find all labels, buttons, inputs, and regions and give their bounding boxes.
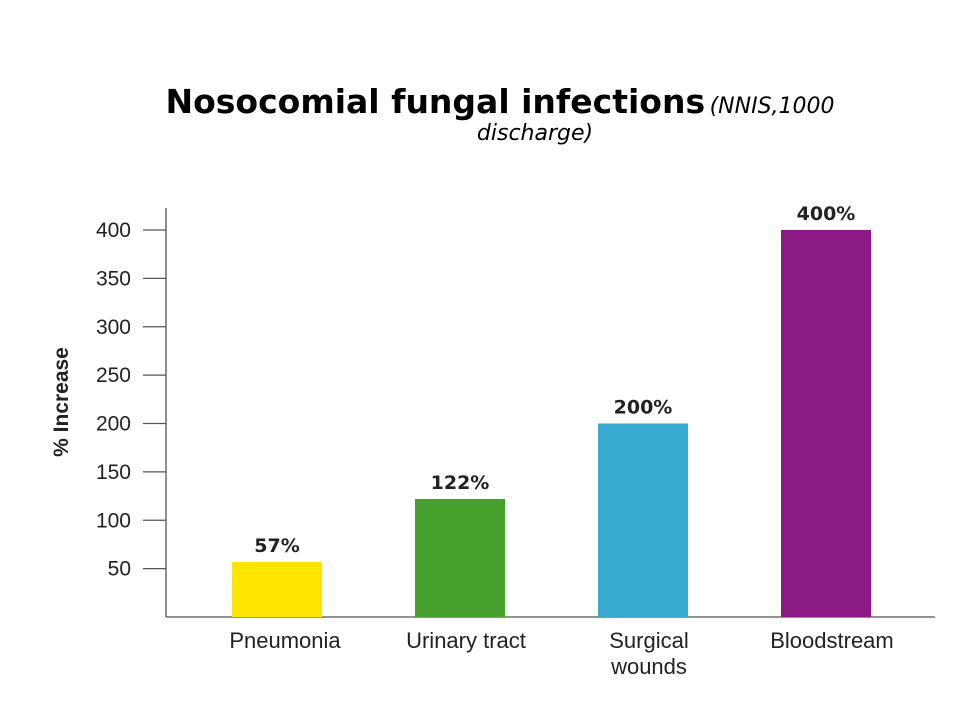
y-tick-label: 150	[96, 461, 131, 484]
bar	[232, 561, 322, 617]
y-axis-title: % Increase	[50, 347, 73, 457]
x-tick-label: wounds	[610, 654, 687, 679]
x-tick-label: Surgical	[609, 628, 688, 653]
chart-title-block: Nosocomial fungal infections (NNIS,1000 …	[150, 82, 850, 146]
x-tick-label: Urinary tract	[406, 628, 526, 653]
y-tick-label: 100	[96, 509, 131, 532]
data-label: 400%	[797, 203, 856, 225]
bar	[415, 498, 505, 617]
y-tick-label: 250	[96, 364, 131, 387]
y-tick-label: 50	[108, 558, 131, 581]
chart-subtitle-part-1: (NNIS,1000	[709, 94, 835, 119]
y-tick-label: 350	[96, 267, 131, 290]
y-tick-label: 300	[96, 316, 131, 339]
chart-title: Nosocomial fungal infections	[165, 82, 706, 121]
bar	[781, 230, 871, 617]
chart-subtitle-part-2: discharge)	[476, 121, 594, 146]
y-tick-label: 200	[96, 413, 131, 436]
data-label: 57%	[254, 535, 299, 557]
data-label: 200%	[614, 397, 673, 419]
x-tick-label: Bloodstream	[770, 628, 894, 653]
data-label: 122%	[431, 472, 490, 494]
x-tick-label: Pneumonia	[229, 628, 341, 653]
bar	[598, 423, 688, 617]
y-tick-label: 400	[96, 219, 131, 242]
